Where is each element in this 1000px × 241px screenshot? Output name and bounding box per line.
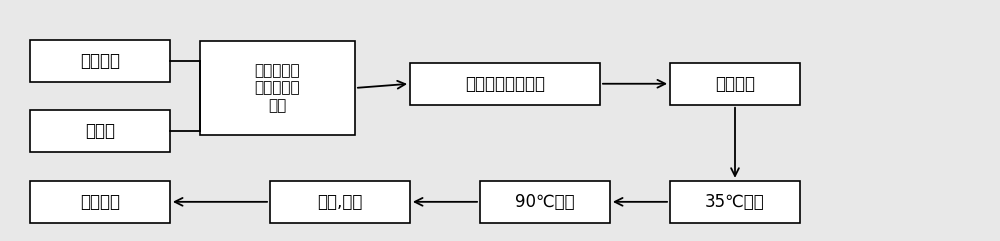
Text: 鳞片石墨: 鳞片石墨 <box>80 52 120 70</box>
Bar <box>30 181 170 223</box>
Text: 装有浓硫酸
的冰浴三口
烧瓶: 装有浓硫酸 的冰浴三口 烧瓶 <box>255 63 300 113</box>
Text: 酸洗,水洗: 酸洗,水洗 <box>317 193 363 211</box>
Text: 低温冰浴: 低温冰浴 <box>715 75 755 93</box>
Text: 90℃高温: 90℃高温 <box>515 193 575 211</box>
Bar <box>270 181 410 223</box>
Bar <box>670 63 800 105</box>
Text: 真空干燥: 真空干燥 <box>80 193 120 211</box>
Text: 缓慢加入高锰酸钾: 缓慢加入高锰酸钾 <box>465 75 545 93</box>
Bar <box>30 110 170 152</box>
Bar <box>410 63 600 105</box>
Bar <box>30 40 170 82</box>
Bar <box>480 181 610 223</box>
Bar <box>670 181 800 223</box>
Text: 35℃中温: 35℃中温 <box>705 193 765 211</box>
Text: 硝酸钠: 硝酸钠 <box>85 122 115 140</box>
Bar <box>200 41 355 135</box>
